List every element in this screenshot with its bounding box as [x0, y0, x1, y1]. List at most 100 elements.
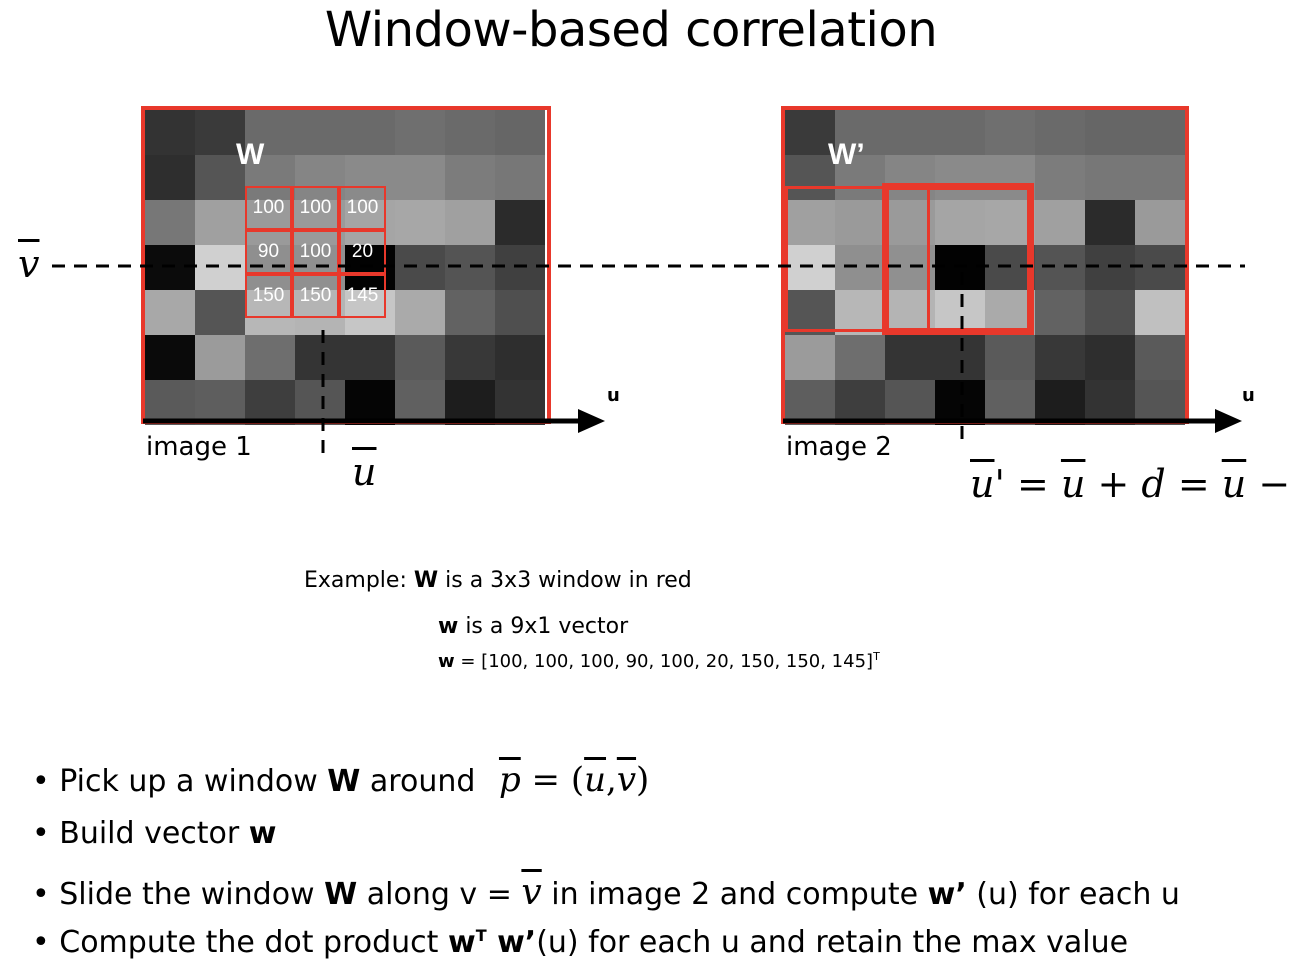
- image1-pixel: [145, 155, 195, 200]
- image2-u-axis-arrow: [1215, 409, 1242, 433]
- image2-pixel: [1035, 200, 1085, 245]
- image1-pixel: [245, 380, 295, 425]
- image1-pixel: [345, 200, 395, 245]
- image1-pixel: [495, 110, 545, 155]
- image1-pixel: [145, 200, 195, 245]
- image1-pixel: [245, 110, 295, 155]
- eq-u-bar-3: u: [1221, 462, 1247, 506]
- u-bar-label: u: [352, 450, 377, 494]
- image2-pixel: [935, 155, 985, 200]
- window-value-cell: 90: [245, 230, 292, 274]
- image2-pixel: [985, 200, 1035, 245]
- bullet-marker: •: [32, 925, 50, 960]
- image1-pixel: [195, 110, 245, 155]
- example-vector: = [100, 100, 100, 90, 100, 20, 150, 150,…: [454, 651, 874, 672]
- eq-u-bar-2: u: [1060, 462, 1086, 506]
- image2-pixel: [1035, 155, 1085, 200]
- image2-pixel: [1135, 110, 1185, 155]
- image2-pixel: [1085, 290, 1135, 335]
- image2-window-divider: [927, 189, 930, 329]
- bullet-3-post: (u) for each u: [966, 877, 1180, 912]
- image1-pixel: [395, 290, 445, 335]
- image1-pixel: [495, 290, 545, 335]
- shift-equation: u' = u + d = u − 1: [970, 462, 1302, 506]
- image2-pixel: [1085, 110, 1135, 155]
- example-line-1: Example: W is a 3x3 window in red: [304, 568, 692, 593]
- image2-pixel: [935, 200, 985, 245]
- image1-pixel: [395, 200, 445, 245]
- image2-pixel: [985, 380, 1035, 425]
- bullet-3-mid2: in image 2 and compute: [541, 877, 928, 912]
- image1-pixel: [145, 335, 195, 380]
- image1-pixel-grid: [145, 110, 545, 425]
- image1-pixel: [495, 155, 545, 200]
- image2-pixel: [885, 290, 935, 335]
- bullet-4-w-prime: w’: [486, 925, 537, 960]
- bullet-marker: •: [32, 764, 50, 799]
- image2-label: image 2: [786, 432, 892, 462]
- image2-pixel: [985, 290, 1035, 335]
- math-comma: ,: [606, 760, 617, 800]
- image2-pixel: [785, 290, 835, 335]
- image2-pixel: [935, 335, 985, 380]
- image1-pixel: [495, 335, 545, 380]
- example-line1-suffix: is a 3x3 window in red: [438, 568, 692, 593]
- image1-pixel: [245, 200, 295, 245]
- image1-pixel: [295, 380, 345, 425]
- example-line-2: w is a 9x1 vector: [438, 614, 628, 639]
- image2-pixel: [835, 155, 885, 200]
- image1-pixel: [445, 380, 495, 425]
- window-value-cell: 145: [339, 274, 386, 318]
- eq-prime: ': [994, 462, 1005, 506]
- eq-plus-d: + d =: [1085, 462, 1222, 506]
- image1-pixel: [345, 155, 395, 200]
- bullet-1-W: W: [327, 764, 361, 799]
- image1-pixel: [495, 380, 545, 425]
- bullet-3-W: W: [324, 877, 358, 912]
- image2-pixel: [835, 380, 885, 425]
- image1-pixel: [445, 200, 495, 245]
- image1-pixel: [395, 335, 445, 380]
- image1-pixel: [395, 380, 445, 425]
- image2-pixel: [785, 110, 835, 155]
- image1-pixel: [295, 110, 345, 155]
- example-line2-suffix: is a 9x1 vector: [458, 614, 629, 639]
- image1-label: image 1: [146, 432, 252, 462]
- image2-pixel: [885, 110, 935, 155]
- example-prefix: Example:: [304, 568, 414, 593]
- image2-pixel: [1085, 380, 1135, 425]
- eq-minus-one: − 1: [1258, 462, 1302, 506]
- image1-pixel: [345, 290, 395, 335]
- bullet-2: • Build vector w: [32, 816, 277, 851]
- bullet-1-math: p = (u,v): [499, 760, 649, 800]
- image2-pixel: [1135, 290, 1185, 335]
- image1-pixel: [345, 380, 395, 425]
- image2-pixel: [785, 380, 835, 425]
- image2-window-label: W’: [828, 138, 865, 171]
- math-u-bar: u: [584, 760, 607, 800]
- image1-u-axis-arrow: [578, 409, 605, 433]
- image1-pixel: [395, 155, 445, 200]
- image1-pixel: [445, 335, 495, 380]
- image2-pixel: [885, 380, 935, 425]
- math-eq: = (: [520, 760, 585, 800]
- bullet-1: • Pick up a window W around p = (u,v): [32, 760, 649, 800]
- bullet-4: • Compute the dot product wT w’(u) for e…: [32, 925, 1128, 960]
- window-value-cell: 100: [339, 186, 386, 230]
- image1-pixel: [195, 290, 245, 335]
- window-value-cell: 100: [292, 230, 339, 274]
- image2-pixel: [885, 155, 935, 200]
- image1-pixel: [395, 110, 445, 155]
- bullet-2-text: Build vector: [59, 816, 249, 851]
- example-w-2: w: [438, 651, 455, 672]
- image2-pixel: [785, 200, 835, 245]
- bullet-marker: •: [32, 816, 50, 851]
- image2-pixel: [835, 335, 885, 380]
- window-value-cell: 100: [292, 186, 339, 230]
- image1-pixel: [445, 155, 495, 200]
- image1-window-label: W: [236, 138, 265, 171]
- image2-pixel: [785, 155, 835, 200]
- window-value-cell: 100: [245, 186, 292, 230]
- image1-pixel: [295, 155, 345, 200]
- image1-pixel: [245, 155, 295, 200]
